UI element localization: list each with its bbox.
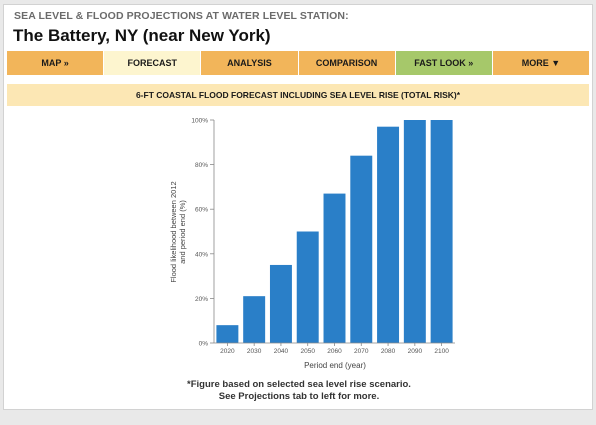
y-axis-label-line: Flood likelihood between 2012 (169, 181, 178, 282)
bar-2060 (323, 193, 346, 343)
page-kicker: SEA LEVEL & FLOOD PROJECTIONS AT WATER L… (14, 10, 349, 22)
axes (213, 120, 455, 344)
x-tick-label: 2020 (220, 348, 235, 355)
y-tick-label: 80% (195, 162, 208, 169)
y-ticks: 0% 20% 40% 60% 80% 100% (191, 118, 214, 348)
bar-2050 (296, 231, 319, 343)
bar-2040 (269, 264, 292, 343)
x-tick-label: 2030 (247, 348, 262, 355)
bar-2090 (403, 120, 426, 343)
tab-more[interactable]: MORE ▼ (492, 51, 590, 75)
bar-2080 (377, 126, 400, 343)
bar-2070 (350, 155, 373, 343)
footnote: *Figure based on selected sea level rise… (4, 379, 594, 403)
y-tick-label: 20% (195, 296, 208, 303)
y-tick-label: 60% (195, 207, 208, 214)
bars (216, 120, 453, 343)
x-tick-label: 2040 (274, 348, 289, 355)
x-tick-label: 2060 (327, 348, 342, 355)
y-tick-label: 100% (191, 118, 208, 125)
y-tick-label: 40% (195, 251, 208, 258)
x-tick-label: 2080 (381, 348, 396, 355)
chart-banner: 6-FT COASTAL FLOOD FORECAST INCLUDING SE… (7, 84, 589, 106)
x-tick-label: 2090 (408, 348, 423, 355)
y-axis-label-line: and period end (%) (178, 200, 187, 264)
tab-forecast[interactable]: FORECAST (104, 51, 202, 75)
tab-fast-look[interactable]: FAST LOOK » (395, 51, 493, 75)
x-tick-label: 2100 (434, 348, 449, 355)
x-axis-label: Period end (year) (304, 361, 366, 370)
bar-2030 (243, 296, 266, 343)
footnote-line-2: See Projections tab to left for more. (218, 391, 380, 402)
flood-likelihood-chart: Flood likelihood between 2012 and period … (169, 118, 455, 370)
x-tick-label: 2070 (354, 348, 369, 355)
y-tick-label: 0% (199, 341, 209, 348)
page-title: The Battery, NY (near New York) (13, 26, 271, 45)
tab-map[interactable]: MAP » (7, 51, 105, 75)
bar-2100 (430, 120, 453, 343)
bar-2020 (216, 325, 239, 343)
forecast-panel: SEA LEVEL & FLOOD PROJECTIONS AT WATER L… (3, 4, 593, 410)
footnote-line-1: *Figure based on selected sea level rise… (187, 379, 411, 390)
x-ticks: 2020 2030 2040 2050 2060 2070 2080 2090 2100 (220, 343, 449, 355)
x-tick-label: 2050 (300, 348, 315, 355)
y-axis-label: Flood likelihood between 2012 and period … (169, 181, 187, 282)
tab-comparison[interactable]: COMPARISON (298, 51, 396, 75)
tab-analysis[interactable]: ANALYSIS (201, 51, 299, 75)
nav-bar: MAP » FORECAST ANALYSIS COMPARISON FAST … (7, 51, 590, 75)
